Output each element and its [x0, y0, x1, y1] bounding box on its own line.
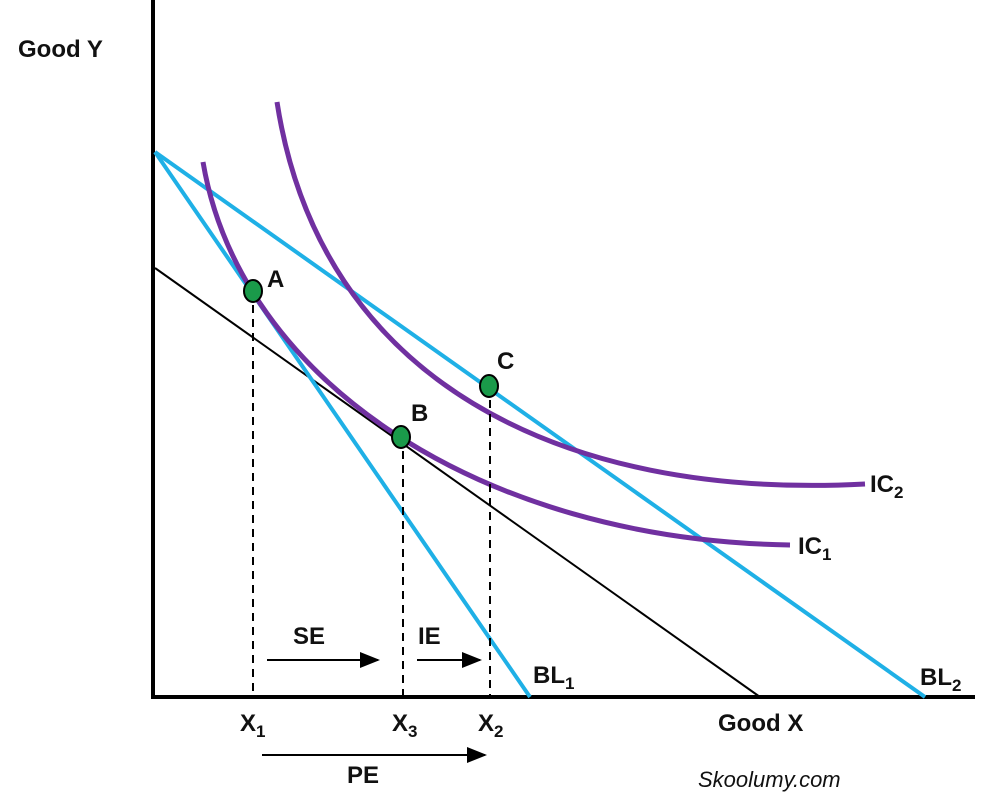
budget-line-1 [153, 150, 532, 699]
subscript: 2 [894, 483, 903, 502]
point [391, 425, 411, 449]
curve-label: IC2 [870, 471, 903, 502]
point-label: B [411, 400, 428, 427]
effect-label: PE [347, 762, 379, 789]
line-label: BL1 [533, 662, 574, 693]
subscript: 1 [565, 674, 574, 693]
axis-label: Good X [718, 710, 803, 737]
label: IC [798, 533, 822, 560]
label: X [392, 710, 408, 737]
point-label: A [267, 266, 284, 293]
x-mark-label: X2 [478, 710, 503, 741]
label: BL [920, 664, 952, 691]
subscript: 2 [494, 722, 503, 741]
label: BL [533, 662, 565, 689]
subscript: 2 [952, 676, 961, 695]
x-mark-label: X3 [392, 710, 417, 741]
budget-line-2 [153, 150, 927, 699]
indifference-curve-2 [274, 101, 866, 488]
subscript: 3 [408, 722, 417, 741]
point [479, 374, 499, 398]
watermark: Skoolumy.com [698, 767, 841, 792]
label: X [478, 710, 494, 737]
label: IC [870, 471, 894, 498]
subscript: 1 [256, 722, 265, 741]
curve-label: IC1 [798, 533, 831, 564]
axis-label: Good Y [18, 36, 103, 63]
point [243, 279, 263, 303]
effect-label: IE [418, 623, 441, 650]
label: X [240, 710, 256, 737]
point-label: C [497, 348, 514, 375]
effect-label: SE [293, 623, 325, 650]
line-label: BL2 [920, 664, 961, 695]
compensated-budget-line [154, 267, 761, 698]
x-mark-label: X1 [240, 710, 265, 741]
subscript: 1 [822, 545, 831, 564]
